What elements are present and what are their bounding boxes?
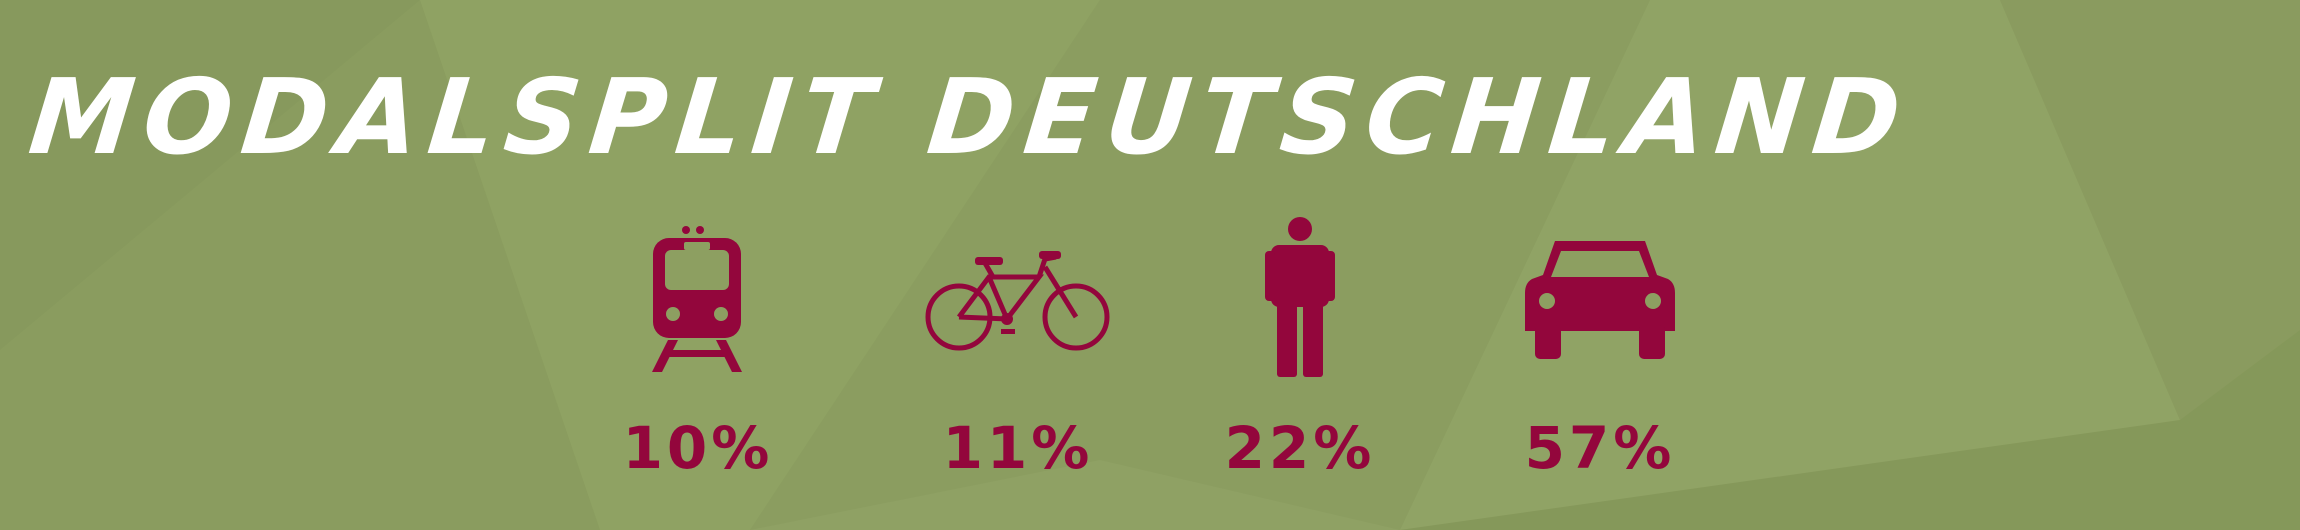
page-title: MODALSPLIT DEUTSCHLAND: [23, 56, 1917, 178]
bicycle-icon: [925, 251, 1110, 351]
mode-car: 57%: [1490, 212, 1710, 482]
mode-pedestrian: 22%: [1190, 212, 1410, 482]
car-percentage: 57%: [1524, 414, 1676, 482]
train-percentage: 10%: [622, 414, 774, 482]
bicycle-percentage: 11%: [942, 414, 1094, 482]
pedestrian-icon: [1265, 217, 1335, 377]
car-icon: [1525, 240, 1675, 359]
mode-train: 10%: [588, 212, 808, 482]
pedestrian-percentage: 22%: [1224, 414, 1376, 482]
train-icon: [652, 226, 742, 372]
mode-bicycle: 11%: [908, 212, 1128, 482]
